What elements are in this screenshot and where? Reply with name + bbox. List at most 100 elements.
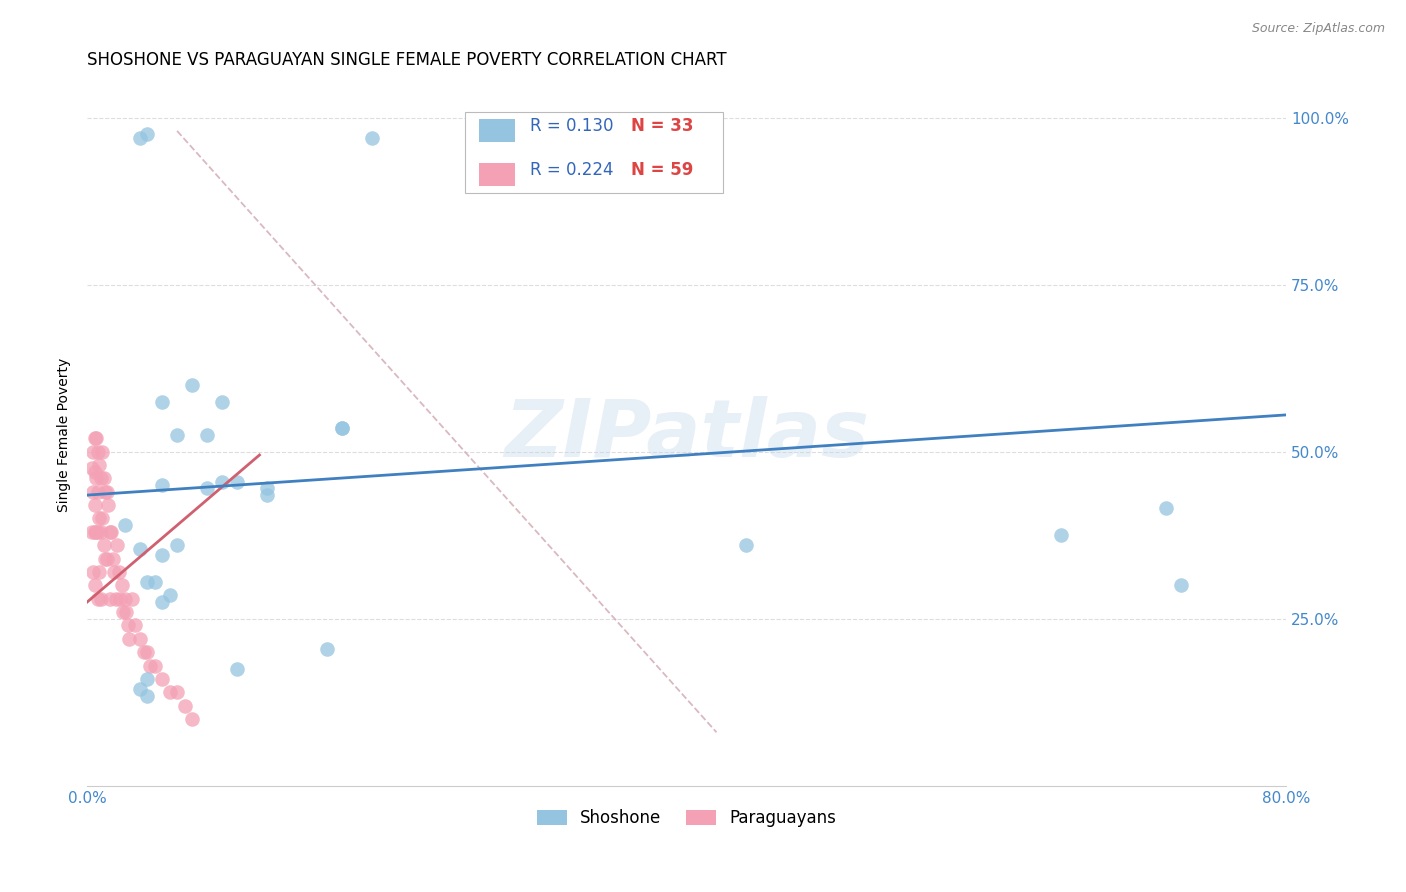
Point [103, 565, 125, 579]
Point [90, 524, 112, 539]
Point [159, 685, 181, 699]
Point [226, 475, 249, 489]
Point [93, 471, 115, 485]
Point [94, 551, 117, 566]
Point [110, 578, 132, 592]
Point [330, 421, 353, 435]
Point [124, 618, 146, 632]
Point [118, 632, 141, 646]
Point [114, 591, 136, 606]
Point [136, 127, 159, 141]
Point [1050, 528, 1073, 542]
Point [128, 681, 150, 696]
Point [150, 595, 173, 609]
Point [195, 482, 218, 496]
Point [143, 574, 166, 589]
Point [256, 488, 278, 502]
Point [93, 538, 115, 552]
Point [128, 632, 150, 646]
Point [83, 498, 105, 512]
Point [107, 565, 129, 579]
Point [84, 524, 107, 539]
Point [94, 484, 117, 499]
Point [173, 698, 195, 713]
Bar [479, 163, 515, 186]
Point [166, 538, 188, 552]
Point [84, 471, 107, 485]
Point [80, 461, 103, 475]
Point [360, 130, 382, 145]
Legend: Shoshone, Paraguayans: Shoshone, Paraguayans [530, 802, 844, 834]
Point [150, 478, 173, 492]
Point [80, 524, 103, 539]
Point [121, 591, 143, 606]
Point [97, 498, 120, 512]
Point [256, 482, 278, 496]
Point [90, 471, 112, 485]
Point [181, 377, 204, 392]
Point [86, 524, 108, 539]
Point [96, 484, 118, 499]
Point [136, 672, 159, 686]
Text: SHOSHONE VS PARAGUAYAN SINGLE FEMALE POVERTY CORRELATION CHART: SHOSHONE VS PARAGUAYAN SINGLE FEMALE POV… [87, 51, 727, 69]
Point [136, 645, 159, 659]
Bar [479, 120, 515, 142]
Point [89, 458, 111, 472]
Point [90, 591, 112, 606]
Point [128, 130, 150, 145]
Point [132, 645, 155, 659]
Y-axis label: Single Female Poverty: Single Female Poverty [58, 358, 72, 512]
Text: Source: ZipAtlas.com: Source: ZipAtlas.com [1251, 22, 1385, 36]
Point [101, 551, 124, 566]
Point [86, 484, 108, 499]
Point [114, 518, 136, 533]
Point [150, 548, 173, 562]
Point [115, 605, 138, 619]
Point [96, 551, 118, 566]
Point [89, 511, 111, 525]
Point [195, 428, 218, 442]
Point [1170, 578, 1192, 592]
Point [86, 591, 108, 606]
Point [159, 588, 181, 602]
Point [82, 444, 104, 458]
Point [108, 591, 131, 606]
Text: N = 59: N = 59 [631, 161, 693, 179]
Point [82, 484, 104, 499]
Point [128, 541, 150, 556]
Point [316, 641, 339, 656]
Point [83, 465, 105, 479]
Point [83, 524, 105, 539]
Point [226, 662, 249, 676]
Text: R = 0.224: R = 0.224 [530, 161, 613, 179]
Point [150, 394, 173, 409]
Point [330, 421, 353, 435]
Point [117, 618, 139, 632]
Point [1154, 501, 1177, 516]
Point [735, 538, 758, 552]
Point [89, 565, 111, 579]
Point [91, 444, 114, 458]
Text: N = 33: N = 33 [631, 117, 695, 135]
Point [166, 685, 188, 699]
Point [112, 605, 135, 619]
Point [82, 565, 104, 579]
Point [84, 431, 107, 445]
Point [91, 511, 114, 525]
Point [86, 444, 108, 458]
Text: R = 0.130: R = 0.130 [530, 117, 613, 135]
Point [136, 574, 159, 589]
Point [166, 428, 188, 442]
Point [181, 712, 204, 726]
Point [83, 578, 105, 592]
Point [211, 475, 233, 489]
Point [98, 591, 121, 606]
Point [136, 689, 159, 703]
FancyBboxPatch shape [465, 112, 723, 193]
Point [100, 524, 122, 539]
Point [143, 658, 166, 673]
Point [139, 658, 162, 673]
Point [83, 431, 105, 445]
Point [150, 672, 173, 686]
Text: ZIPatlas: ZIPatlas [505, 396, 869, 474]
